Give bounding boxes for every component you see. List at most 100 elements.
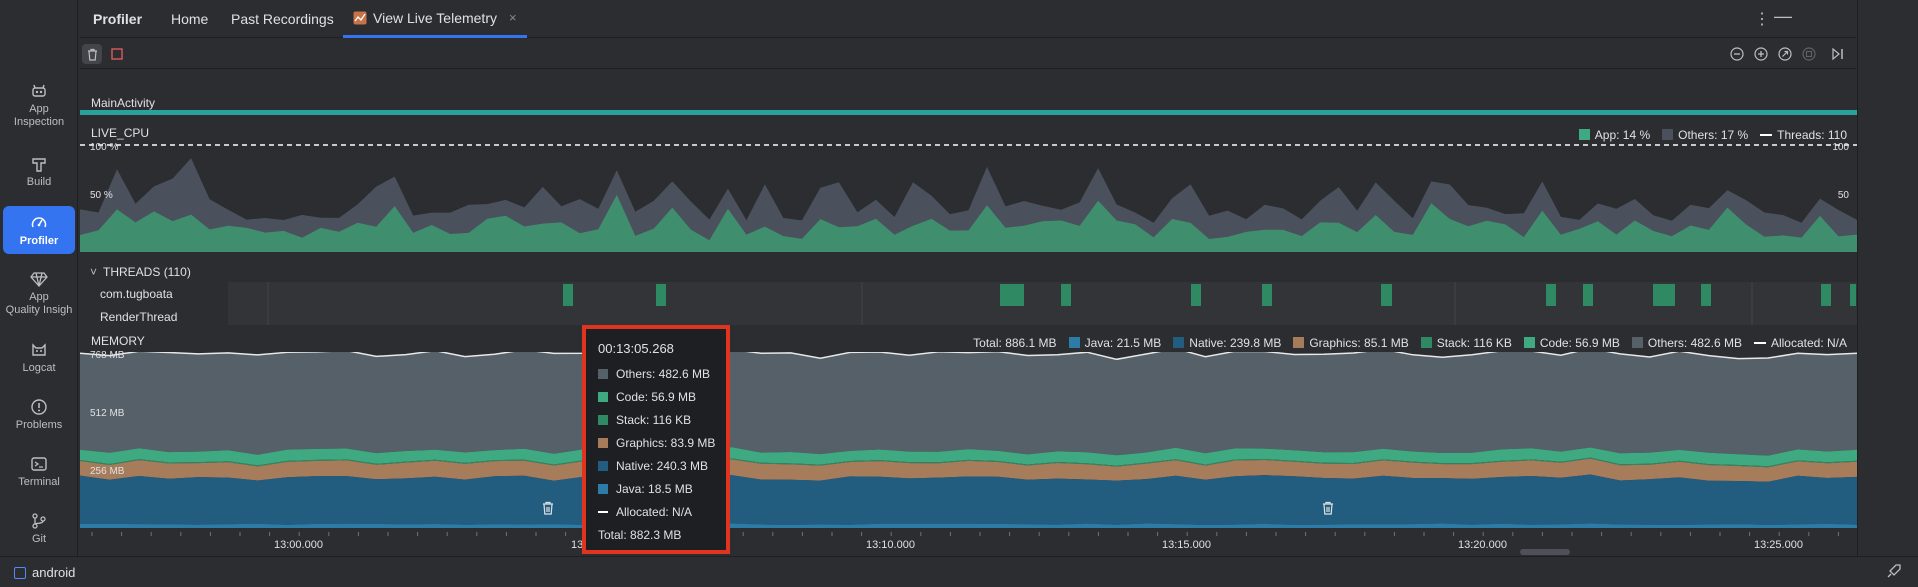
minimize-icon[interactable]: — xyxy=(1774,6,1792,26)
allocated-dash xyxy=(598,510,608,513)
tab-view-live-telemetry[interactable]: View Live Telemetry × xyxy=(343,0,527,38)
cpu-legend-threads: Threads: 110 xyxy=(1760,128,1847,142)
strip-problems[interactable]: Problems xyxy=(3,398,75,438)
strip-item-label: App xyxy=(29,291,49,303)
legend-allocated: Allocated: N/A xyxy=(1753,336,1847,350)
memory-code-area xyxy=(80,447,1857,467)
go-live-button[interactable] xyxy=(1828,44,1848,64)
java-swatch xyxy=(598,483,608,494)
allocated-dash xyxy=(1753,342,1766,344)
thread-name[interactable]: com.tugboata xyxy=(100,287,173,301)
memory-graphics-area xyxy=(80,458,1857,482)
legend-stack: Stack: 116 KB xyxy=(1420,336,1512,350)
memory-native-area xyxy=(80,474,1857,525)
legend-others: Others: 482.6 MB xyxy=(1631,336,1742,350)
memory-legend: Total: 886.1 MB Java: 21.5 MB Native: 23… xyxy=(973,336,1847,350)
strip-item-label: Build xyxy=(26,176,52,188)
threads-header[interactable]: ˅ THREADS (110) xyxy=(90,265,191,279)
tab-home[interactable]: Home xyxy=(171,11,209,27)
time-axis-ticks xyxy=(91,532,1839,536)
time-axis: 13:00.000 13 13:10.000 13:15.000 13:20.0… xyxy=(80,532,1857,556)
code-swatch xyxy=(598,391,608,402)
more-options-icon[interactable]: ⋮ xyxy=(1754,11,1770,28)
strip-profiler[interactable]: Profiler xyxy=(3,206,75,254)
tooltip-row-label: Stack: 116 KB xyxy=(616,412,692,427)
strip-item-label: Terminal xyxy=(18,476,60,488)
strip-item-label: Git xyxy=(31,533,47,545)
zoom-in-button[interactable] xyxy=(1751,44,1771,64)
tab-past-recordings[interactable]: Past Recordings xyxy=(231,11,334,27)
strip-logcat[interactable]: Logcat xyxy=(3,341,75,381)
legend-text: Code: 56.9 MB xyxy=(1539,336,1620,350)
memory-axis-mid: 512 MB xyxy=(90,408,125,419)
tooltip-row: Graphics: 83.9 MB xyxy=(598,431,726,454)
legend-text: App: 14 % xyxy=(1594,128,1651,142)
cpu-app-area xyxy=(80,194,1857,252)
tooltip-row: Allocated: N/A xyxy=(598,500,726,523)
threads-section: ˅ THREADS (110) com.tugboata RenderThread xyxy=(80,260,1857,326)
memory-monitor[interactable]: MEMORY Total: 886.1 MB Java: 21.5 MB Nat… xyxy=(80,326,1857,532)
others-swatch xyxy=(598,368,608,379)
tooltip-row-label: Native: 240.3 MB xyxy=(616,458,709,473)
profiler-gauge-icon xyxy=(31,217,47,228)
cpu-axis-right-top: 100 xyxy=(1832,142,1849,153)
stack-swatch xyxy=(1420,337,1432,348)
strip-item-label: Problems xyxy=(15,419,63,431)
project-widget[interactable]: android xyxy=(14,565,75,580)
strip-git[interactable]: Git xyxy=(3,512,75,552)
strip-app-quality-insights[interactable]: App Quality Insigh xyxy=(3,270,75,322)
trash-icon xyxy=(87,48,97,61)
strip-item-label: App xyxy=(29,103,49,115)
tooltip-row-label: Others: 482.6 MB xyxy=(616,366,711,381)
zoom-out-button[interactable] xyxy=(1727,44,1747,64)
cpu-legend: App: 14 % Others: 17 % Threads: 110 xyxy=(1578,128,1847,142)
tool-window-strip: App Inspection Build Profiler App Qualit… xyxy=(0,0,78,556)
reset-zoom-button[interactable] xyxy=(1775,44,1795,64)
time-tick-label: 13:15.000 xyxy=(1162,539,1211,551)
strip-app-inspection[interactable]: App Inspection xyxy=(3,82,75,134)
tooltip-row: Code: 56.9 MB xyxy=(598,385,726,408)
project-icon xyxy=(14,566,26,579)
tooltip-row: Others: 482.6 MB xyxy=(598,362,726,385)
git-branch-icon xyxy=(32,513,46,529)
stop-recording-button[interactable] xyxy=(107,44,127,64)
activity-bar[interactable] xyxy=(80,110,1857,115)
java-swatch xyxy=(1068,337,1080,348)
legend-text: Native: 239.8 MB xyxy=(1189,336,1282,350)
graphics-swatch xyxy=(1293,337,1305,348)
tooltip-total: Total: 882.3 MB xyxy=(598,527,682,542)
code-swatch xyxy=(1523,337,1535,348)
cpu-monitor[interactable]: LIVE_CPU App: 14 % Others: 17 % Threads:… xyxy=(80,118,1857,330)
memory-axis-low: 256 MB xyxy=(90,466,125,477)
warning-circle-icon xyxy=(31,399,47,415)
profiler-title: Profiler xyxy=(93,11,143,27)
delete-session-button[interactable] xyxy=(82,44,102,64)
tooltip-row-label: Graphics: 83.9 MB xyxy=(616,435,716,450)
cpu-axis-mid: 50 % xyxy=(90,190,113,201)
horizontal-scrollbar[interactable] xyxy=(1520,549,1570,555)
cpu-axis-right-mid: 50 xyxy=(1837,190,1849,201)
legend-graphics: Graphics: 85.1 MB xyxy=(1293,336,1409,350)
legend-text: Allocated: N/A xyxy=(1770,336,1847,350)
timeline-area[interactable]: MainActivity LIVE_CPU App: 14 % Others: … xyxy=(80,70,1857,555)
threads-track[interactable]: com.tugboata RenderThread xyxy=(80,282,1857,325)
gc-trash-icon xyxy=(1323,501,1333,515)
time-tick-label: 13:00.000 xyxy=(274,539,323,551)
zoom-to-selection-button[interactable] xyxy=(1799,44,1819,64)
cpu-label: LIVE_CPU xyxy=(91,126,150,140)
legend-text: Others: 17 % xyxy=(1678,128,1749,142)
thread-name[interactable]: RenderThread xyxy=(100,310,178,324)
legend-total: Total: 886.1 MB xyxy=(973,336,1057,350)
tooltip-row-label: Java: 18.5 MB xyxy=(616,481,693,496)
close-icon[interactable]: × xyxy=(508,10,517,25)
hammer-icon xyxy=(32,158,46,172)
cpu-chart xyxy=(80,144,1857,252)
strip-terminal[interactable]: Terminal xyxy=(3,455,75,495)
strip-build[interactable]: Build xyxy=(3,155,75,195)
thread-states xyxy=(267,282,1856,325)
memory-label: MEMORY xyxy=(91,334,145,348)
status-right-widget[interactable] xyxy=(1886,563,1902,582)
status-bar: android xyxy=(0,556,1918,587)
app-swatch xyxy=(1578,129,1590,140)
